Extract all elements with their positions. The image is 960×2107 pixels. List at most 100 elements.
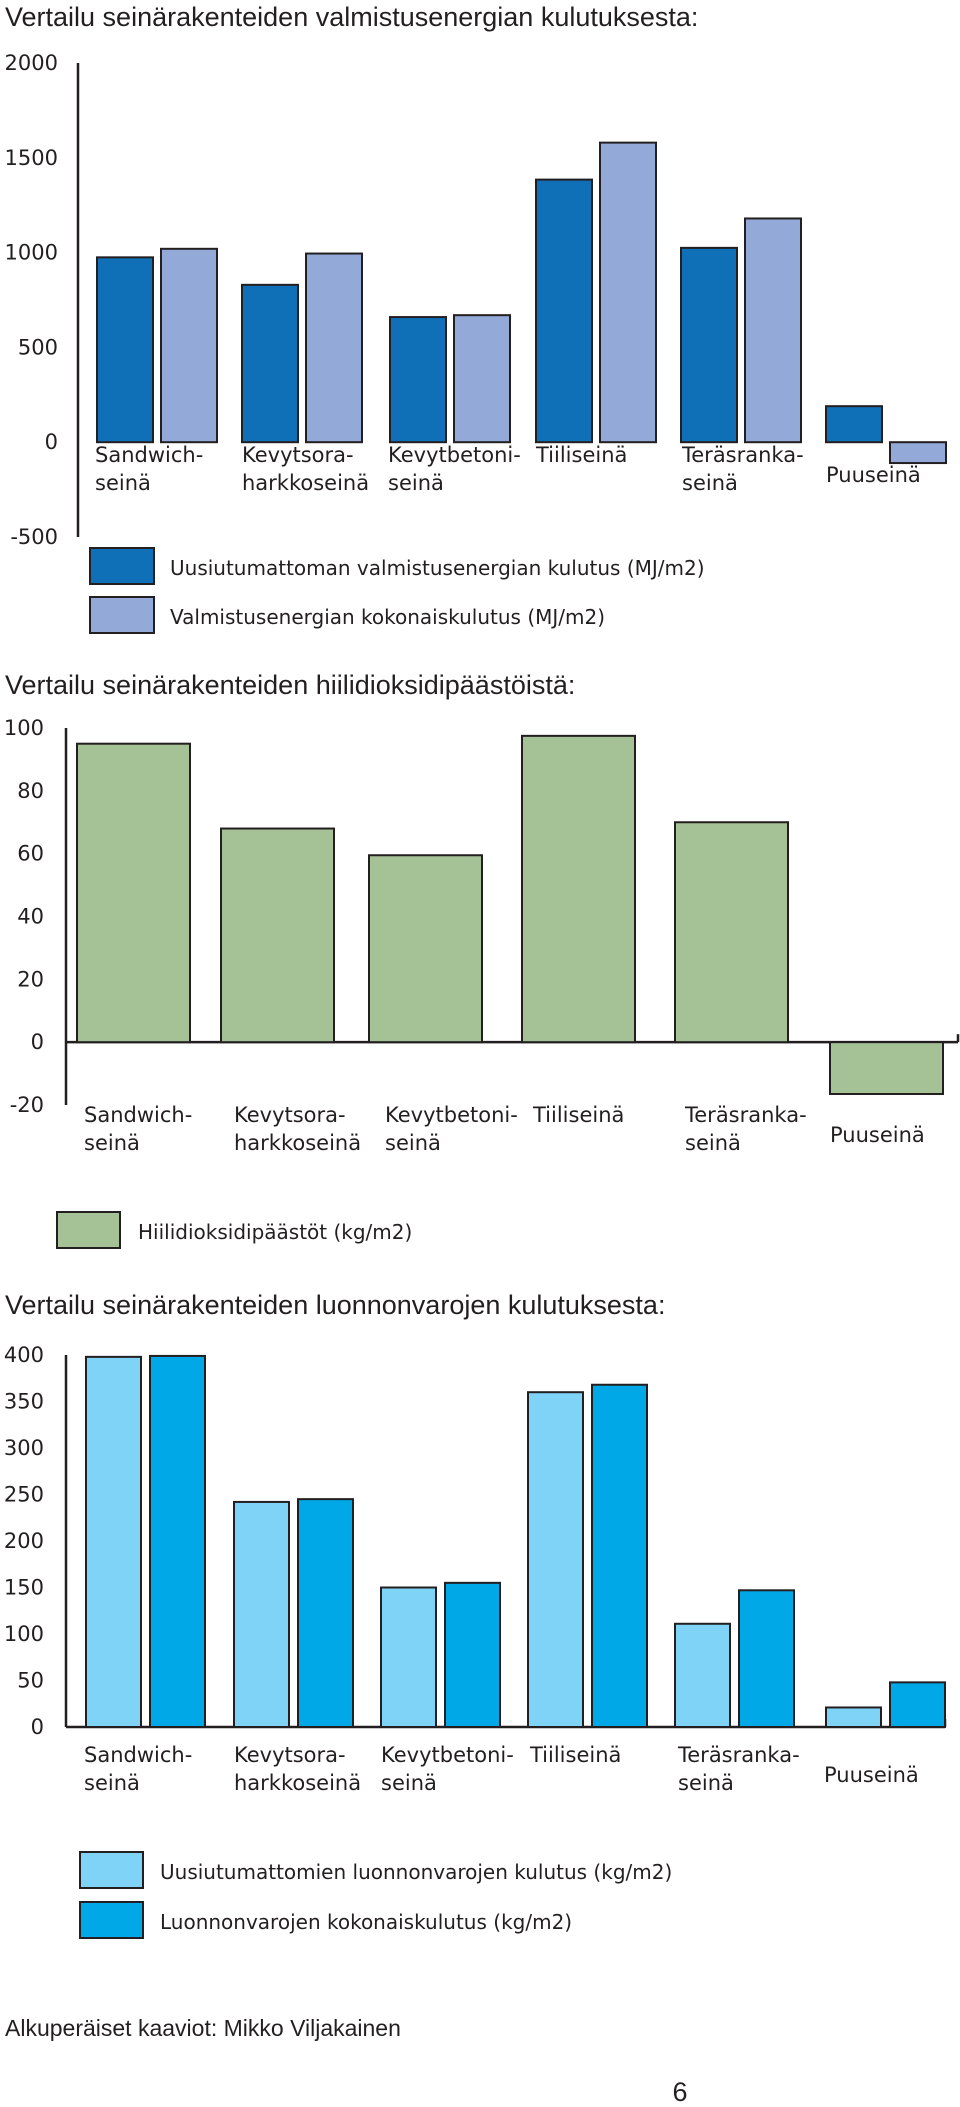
legend-swatch bbox=[79, 1901, 144, 1939]
bar bbox=[96, 256, 154, 444]
bar bbox=[825, 405, 883, 444]
bar bbox=[305, 252, 363, 444]
bar bbox=[889, 441, 947, 465]
bar bbox=[599, 141, 657, 444]
y-tick-label: 0 bbox=[31, 1030, 44, 1054]
y-tick-label: 1500 bbox=[5, 146, 58, 170]
y-tick-label: 100 bbox=[4, 1622, 44, 1646]
bar bbox=[674, 821, 789, 1044]
legend-label: Valmistusenergian kokonaiskulutus (MJ/m2… bbox=[170, 605, 605, 629]
category-label: seinä bbox=[682, 471, 738, 495]
category-label: Kevytsora- bbox=[234, 1103, 346, 1127]
category-label: harkkoseinä bbox=[234, 1771, 361, 1795]
category-label: seinä bbox=[84, 1771, 140, 1795]
category-label: Teräsranka- bbox=[684, 1103, 807, 1127]
category-label: Puuseinä bbox=[826, 463, 921, 487]
bar bbox=[527, 1391, 584, 1728]
chart-energy: Vertailu seinärakenteiden valmistusenerg… bbox=[5, 2, 947, 634]
bar bbox=[241, 283, 299, 444]
y-tick-label: 2000 bbox=[5, 51, 58, 75]
category-label: seinä bbox=[385, 1131, 441, 1155]
category-label: Kevytbetoni- bbox=[385, 1103, 518, 1127]
category-label: Puuseinä bbox=[824, 1763, 919, 1787]
y-tick-label: 150 bbox=[4, 1576, 44, 1600]
category-label: Tiiliseinä bbox=[535, 443, 627, 467]
bar bbox=[829, 1041, 944, 1096]
y-tick-label: 20 bbox=[17, 967, 44, 991]
category-label: seinä bbox=[95, 471, 151, 495]
category-label: Puuseinä bbox=[830, 1123, 925, 1147]
category-label: Tiiliseinä bbox=[529, 1743, 621, 1767]
legend-swatch bbox=[89, 596, 155, 634]
bar bbox=[889, 1681, 946, 1728]
chart-title: Vertailu seinärakenteiden hiilidioksidip… bbox=[5, 670, 575, 700]
bar bbox=[825, 1706, 882, 1728]
category-label: Sandwich- bbox=[84, 1743, 192, 1767]
bar bbox=[680, 246, 738, 444]
bar bbox=[220, 827, 335, 1044]
category-label: Kevytsora- bbox=[234, 1743, 346, 1767]
bar bbox=[233, 1500, 290, 1728]
category-label: seinä bbox=[388, 471, 444, 495]
y-tick-label: 0 bbox=[45, 430, 58, 454]
y-tick-label: -500 bbox=[10, 525, 58, 549]
chart-title: Vertailu seinärakenteiden valmistusenerg… bbox=[5, 2, 698, 32]
bar bbox=[674, 1622, 731, 1729]
category-label: Teräsranka- bbox=[677, 1743, 800, 1767]
legend-label: Luonnonvarojen kokonaiskulutus (kg/m2) bbox=[160, 1910, 572, 1934]
chart-natural-resources: Vertailu seinärakenteiden luonnonvarojen… bbox=[4, 1290, 947, 1939]
y-tick-label: 300 bbox=[4, 1436, 44, 1460]
bar bbox=[744, 217, 802, 444]
y-tick-label: -20 bbox=[10, 1093, 44, 1117]
category-label: seinä bbox=[84, 1131, 140, 1155]
category-label: Sandwich- bbox=[95, 443, 203, 467]
y-tick-label: 0 bbox=[31, 1715, 44, 1739]
category-label: Sandwich- bbox=[84, 1103, 192, 1127]
legend-swatch bbox=[56, 1211, 121, 1249]
y-tick-label: 80 bbox=[17, 779, 44, 803]
category-label: seinä bbox=[381, 1771, 437, 1795]
y-tick-label: 400 bbox=[4, 1343, 44, 1367]
y-tick-label: 50 bbox=[17, 1669, 44, 1693]
y-tick-label: 500 bbox=[18, 335, 58, 359]
y-tick-label: 1000 bbox=[5, 241, 58, 265]
bar bbox=[149, 1354, 206, 1729]
category-label: seinä bbox=[678, 1771, 734, 1795]
chart-title: Vertailu seinärakenteiden luonnonvarojen… bbox=[5, 1290, 665, 1320]
y-tick-label: 60 bbox=[17, 842, 44, 866]
legend-label: Hiilidioksidipäästöt (kg/m2) bbox=[138, 1220, 412, 1244]
legend-swatch bbox=[79, 1851, 144, 1889]
footer-credit: Alkuperäiset kaaviot: Mikko Viljakainen bbox=[5, 2015, 401, 2041]
chart-co2: Vertailu seinärakenteiden hiilidioksidip… bbox=[4, 670, 960, 1249]
category-label: seinä bbox=[685, 1131, 741, 1155]
bar bbox=[160, 247, 218, 444]
bar bbox=[297, 1498, 354, 1729]
legend-label: Uusiutumattomien luonnonvarojen kulutus … bbox=[160, 1860, 672, 1884]
bar bbox=[453, 314, 511, 444]
category-label: Kevytbetoni- bbox=[388, 443, 521, 467]
bar bbox=[738, 1589, 795, 1729]
category-label: Kevytsora- bbox=[242, 443, 354, 467]
category-label: Kevytbetoni- bbox=[381, 1743, 514, 1767]
legend-swatch bbox=[89, 547, 155, 585]
bar bbox=[521, 734, 636, 1044]
legend-label: Uusiutumattoman valmistusenergian kulutu… bbox=[170, 556, 705, 580]
y-tick-label: 350 bbox=[4, 1390, 44, 1414]
category-label: Tiiliseinä bbox=[532, 1103, 624, 1127]
y-tick-label: 100 bbox=[4, 716, 44, 740]
bar bbox=[85, 1355, 142, 1728]
bar bbox=[380, 1586, 437, 1728]
category-label: Teräsranka- bbox=[681, 443, 804, 467]
bar bbox=[535, 178, 593, 444]
bar bbox=[389, 316, 447, 444]
bar bbox=[591, 1383, 648, 1728]
bar bbox=[368, 854, 483, 1044]
y-tick-label: 250 bbox=[4, 1483, 44, 1507]
bar bbox=[444, 1581, 501, 1728]
category-label: harkkoseinä bbox=[242, 471, 369, 495]
page-number: 6 bbox=[672, 2077, 687, 2107]
y-tick-label: 200 bbox=[4, 1529, 44, 1553]
bar bbox=[76, 742, 191, 1044]
y-tick-label: 40 bbox=[17, 905, 44, 929]
